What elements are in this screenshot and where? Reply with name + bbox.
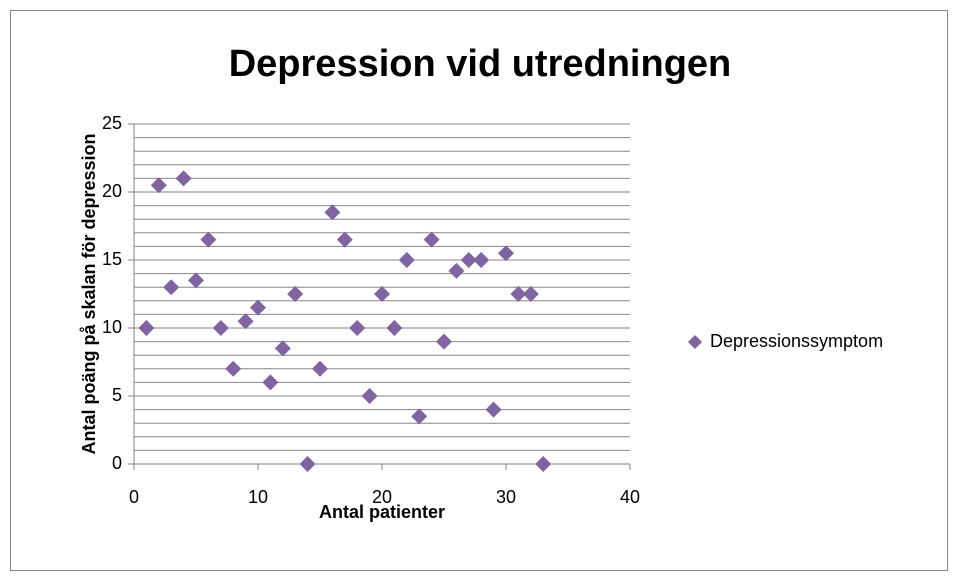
chart-frame <box>10 10 948 571</box>
point <box>188 272 204 289</box>
x-tick-label: 10 <box>248 487 268 507</box>
y-tick-label: 10 <box>102 317 122 337</box>
x-tick-label: 20 <box>372 487 392 507</box>
point <box>324 204 341 221</box>
point <box>398 252 415 268</box>
legend-marker <box>688 335 702 349</box>
y-tick-label: 5 <box>112 385 122 405</box>
point <box>448 262 465 279</box>
point <box>262 374 279 391</box>
x-axis-label: Antal patienter <box>319 502 445 522</box>
point <box>349 320 366 336</box>
y-axis-label: Antal poäng på skalan för depression <box>79 133 99 454</box>
point <box>299 456 316 472</box>
point <box>163 279 180 296</box>
x-tick-label: 0 <box>129 487 139 507</box>
point <box>510 286 527 302</box>
point <box>386 320 403 336</box>
point <box>237 313 254 330</box>
point <box>312 360 328 377</box>
point <box>535 456 552 472</box>
point <box>423 231 440 248</box>
legend-label: Depressionssymptom <box>710 331 883 351</box>
x-tick-label: 30 <box>496 487 516 507</box>
point <box>374 286 390 302</box>
point <box>175 170 192 187</box>
point <box>460 252 477 268</box>
point <box>436 333 452 350</box>
point <box>361 388 378 404</box>
y-tick-label: 20 <box>102 181 122 201</box>
chart-title: Depression vid utredningen <box>229 43 732 85</box>
point <box>274 340 291 357</box>
x-tick-label: 40 <box>620 487 640 507</box>
point <box>200 231 217 248</box>
point <box>485 401 502 418</box>
point <box>498 245 514 262</box>
point <box>250 299 266 316</box>
point <box>336 231 353 248</box>
point <box>287 286 304 302</box>
point <box>225 360 242 377</box>
point <box>411 408 428 425</box>
point <box>138 320 155 336</box>
y-tick-label: 25 <box>102 113 122 133</box>
point <box>522 286 539 302</box>
point <box>212 320 229 336</box>
y-tick-label: 15 <box>102 249 122 269</box>
y-tick-label: 0 <box>112 453 122 473</box>
point <box>150 177 167 194</box>
point <box>473 252 490 268</box>
